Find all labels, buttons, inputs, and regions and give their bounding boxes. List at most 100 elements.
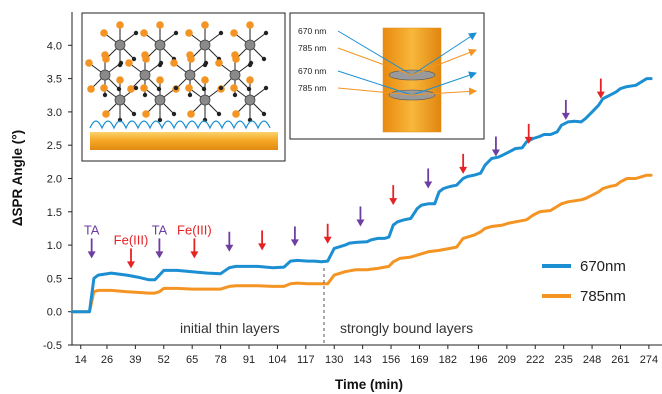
beam-785-bottom-in — [337, 87, 413, 96]
x-tick-label: 248 — [583, 354, 601, 366]
x-tick-label: 169 — [410, 354, 428, 366]
carbon-node — [261, 111, 267, 117]
carbon-node — [218, 30, 224, 36]
arrow-head — [389, 198, 398, 206]
inset-network — [81, 12, 286, 162]
carbon-node — [157, 117, 163, 123]
series-layer — [70, 77, 653, 314]
carbon-node — [171, 111, 177, 117]
y-tick-label: 1.5 — [47, 207, 62, 219]
series-line-785nm — [70, 173, 653, 314]
x-tick-label: 78 — [214, 354, 226, 366]
beam-785-bottom-out — [411, 87, 477, 96]
network-layer — [85, 21, 269, 123]
carbon-node — [118, 60, 124, 66]
arrow-label: TA — [152, 222, 168, 237]
x-tick-label: 26 — [101, 354, 113, 366]
legend: 670nm 785nm — [542, 258, 626, 305]
x-tick-label: 222 — [526, 354, 544, 366]
y-tick-label: -0.5 — [43, 340, 62, 352]
arrow-head — [225, 244, 234, 252]
beam-785-top-out — [411, 48, 477, 76]
galloyl-node — [170, 59, 178, 67]
x-tick-label: 91 — [243, 354, 255, 366]
galloyl-node — [246, 21, 254, 29]
fe-ion-node — [99, 69, 111, 81]
carbon-node — [116, 86, 122, 92]
optics-label-785-top: 785 nm — [298, 43, 326, 53]
y-tick-label: 3.5 — [47, 74, 62, 86]
arrow-head — [524, 136, 533, 144]
x-tick-label: 143 — [353, 354, 371, 366]
optics-label-785-bottom: 785 nm — [298, 83, 326, 93]
galloyl-node — [232, 110, 240, 118]
galloyl-node — [85, 59, 93, 67]
beam-670-bottom-in — [337, 70, 413, 96]
arrow-head — [127, 261, 135, 269]
galloyl-node — [142, 110, 150, 118]
x-tick-label: 104 — [268, 354, 286, 366]
y-tick-label: 2.0 — [47, 174, 62, 186]
carbon-node — [246, 86, 252, 92]
galloyl-node — [101, 51, 109, 59]
y-tick-label: 0.5 — [47, 273, 62, 285]
x-tick-label: 235 — [554, 354, 572, 366]
arrow-head — [424, 181, 433, 189]
y-tick-label: 3.0 — [47, 107, 62, 119]
carbon-node — [158, 60, 164, 66]
galloyl-node — [156, 76, 164, 84]
arrow-head — [561, 112, 570, 120]
carbon-node — [173, 30, 179, 36]
galloyl-node — [140, 84, 148, 92]
galloyl-node — [201, 21, 209, 29]
fe-ion-node — [244, 39, 256, 51]
carbon-node — [187, 92, 193, 98]
fe-ion-node — [114, 94, 126, 106]
galloyl-node — [230, 84, 238, 92]
y-tick-label: 1.0 — [47, 240, 62, 252]
carbon-node — [216, 111, 222, 117]
carbon-node — [218, 85, 224, 91]
arrow-head — [459, 166, 468, 174]
y-axis-title: ΔSPR Angle (°) — [10, 130, 25, 226]
x-axis-title: Time (min) — [335, 377, 403, 392]
carbon-node — [142, 92, 148, 98]
galloyl-node — [187, 110, 195, 118]
galloyl-node — [185, 84, 193, 92]
carbon-node — [173, 85, 179, 91]
fe-ion-node — [139, 69, 151, 81]
carbon-node — [203, 60, 209, 66]
galloyl-node — [141, 51, 149, 59]
fe-ion-node — [229, 69, 241, 81]
x-tick-label: 274 — [640, 354, 658, 366]
x-tick-label: 209 — [498, 354, 516, 366]
galloyl-node — [140, 29, 148, 37]
carbon-node — [201, 86, 207, 92]
galloyl-node — [185, 29, 193, 37]
legend-label-670: 670nm — [580, 258, 626, 275]
fe-ion-node — [199, 39, 211, 51]
arrow-label: TA — [84, 222, 100, 237]
arrow-head — [87, 251, 96, 259]
x-tick-label: 52 — [158, 354, 170, 366]
y-tick-label: 4.0 — [47, 40, 62, 52]
x-tick-label: 182 — [439, 354, 457, 366]
carbon-node — [102, 92, 108, 98]
carbon-node — [133, 30, 139, 36]
y-tick-label: 0.0 — [47, 307, 62, 319]
carbon-node — [133, 85, 139, 91]
legend-label-785: 785nm — [580, 288, 626, 305]
arrow-head — [356, 219, 365, 227]
galloyl-node — [100, 84, 108, 92]
beam-785-top-in — [337, 47, 413, 76]
galloyl-node — [100, 29, 108, 37]
polymer-brush — [89, 120, 271, 130]
x-tick-label: 117 — [297, 354, 315, 366]
arrow-label: Fe(III) — [177, 222, 212, 237]
arrow-head — [491, 149, 500, 157]
y-tick-label: 2.5 — [47, 140, 62, 152]
region-label-strong: strongly bound layers — [340, 320, 473, 336]
x-tick-label: 261 — [611, 354, 629, 366]
region-label-initial: initial thin layers — [180, 320, 280, 336]
